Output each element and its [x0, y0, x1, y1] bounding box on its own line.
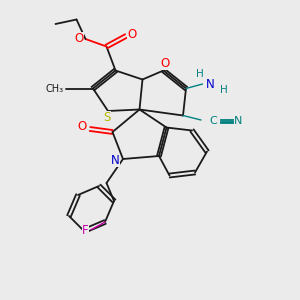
Text: S: S [104, 111, 111, 124]
Text: O: O [160, 57, 169, 70]
Text: N: N [233, 116, 242, 127]
Text: O: O [74, 32, 83, 45]
Text: O: O [128, 28, 136, 41]
Text: O: O [78, 119, 87, 133]
Text: N: N [206, 78, 214, 92]
Text: H: H [196, 69, 204, 79]
Text: C: C [210, 116, 218, 127]
Text: F: F [82, 224, 89, 238]
Text: N: N [111, 154, 120, 167]
Text: CH₃: CH₃ [46, 83, 64, 94]
Text: H: H [220, 85, 228, 95]
